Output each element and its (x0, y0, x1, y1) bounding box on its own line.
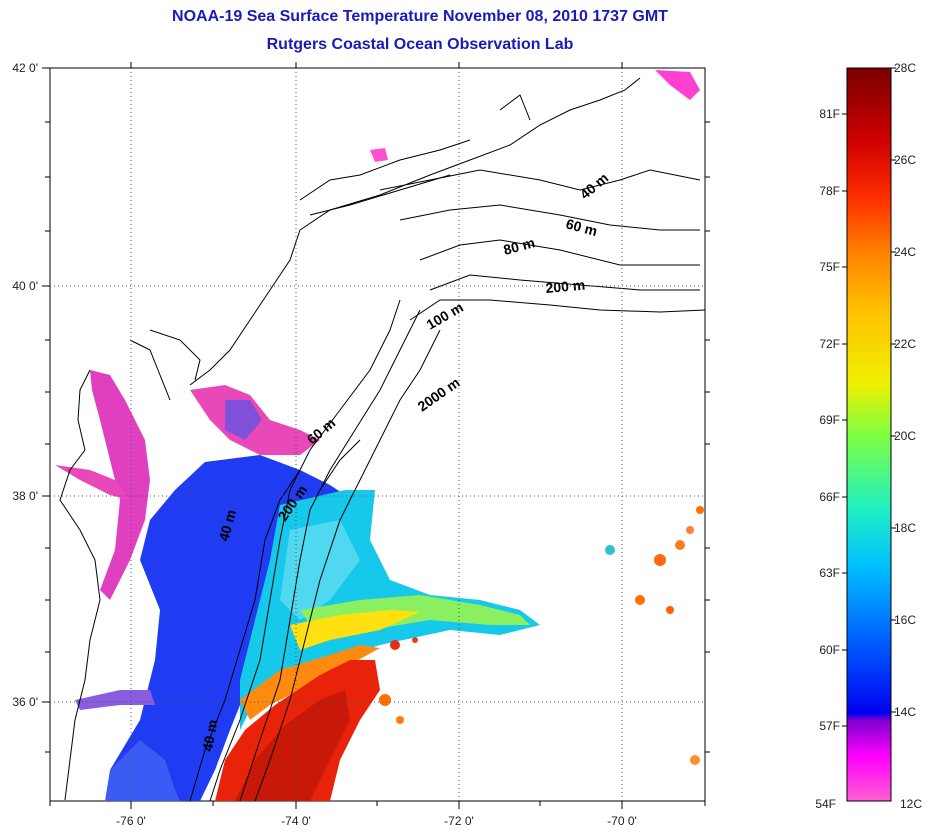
ne-magenta (655, 70, 700, 100)
sst-patch (696, 506, 704, 514)
potomac-water (55, 465, 130, 500)
pamlico-sound-water (75, 690, 155, 710)
celsius-label: 18C (894, 521, 916, 535)
fahrenheit-label: 69F (819, 413, 840, 427)
contour-label: 40 m (199, 718, 220, 752)
sst-patch (390, 640, 400, 650)
coastline (59, 77, 641, 801)
inner-bay-purple (225, 400, 262, 440)
gulf-stream-dark (235, 690, 350, 801)
lat-label: 42 0' (12, 61, 38, 75)
contour-label: 80 m (502, 234, 537, 258)
frame-ticks (42, 62, 710, 809)
lon-label: -72 0' (444, 814, 474, 828)
chesapeake-bay-water (90, 370, 150, 600)
lon-label: -70 0' (607, 814, 637, 828)
sst-patch (686, 526, 694, 534)
contour-label: 200 m (545, 277, 586, 296)
bathymetry-contours (189, 169, 706, 802)
celsius-label: 14C (894, 705, 916, 719)
sst-patch (379, 694, 391, 706)
contour-label: 60 m (564, 215, 599, 239)
celsius-label: 22C (894, 337, 916, 351)
fahrenheit-label: 66F (819, 490, 840, 504)
sst-patch (690, 755, 700, 765)
fahrenheit-label: 75F (819, 260, 840, 274)
sst-patch (675, 540, 685, 550)
coastal-blue (105, 740, 180, 801)
sst-patch (635, 595, 645, 605)
colorbar (846, 67, 892, 802)
celsius-label: 26C (894, 153, 916, 167)
sst-patch (654, 554, 666, 566)
mid-shelf-light (280, 520, 360, 620)
contour-label: 40 m (215, 508, 239, 543)
celsius-label: 12C (900, 797, 922, 811)
fahrenheit-label: 60F (819, 643, 840, 657)
fahrenheit-label: 81F (819, 107, 840, 121)
sst-patch (396, 716, 404, 724)
lon-label: -76 0' (116, 814, 146, 828)
sst-patch (666, 606, 674, 614)
fahrenheit-label: 63F (819, 566, 840, 580)
sst-patch (412, 637, 418, 643)
lon-label: -74 0' (281, 814, 311, 828)
fahrenheit-label: 78F (819, 184, 840, 198)
fahrenheit-label: 57F (819, 719, 840, 733)
sst-data (55, 70, 704, 801)
lat-label: 38 0' (12, 489, 38, 503)
celsius-label: 24C (894, 245, 916, 259)
lat-label: 36 0' (12, 695, 38, 709)
celsius-label: 16C (894, 613, 916, 627)
lat-label: 40 0' (12, 279, 38, 293)
frontal-yellow (290, 610, 420, 650)
sst-patch (605, 545, 615, 555)
map-title: NOAA-19 Sea Surface Temperature November… (172, 8, 668, 25)
map-subtitle: Rutgers Coastal Ocean Observation Lab (266, 36, 574, 53)
celsius-label: 20C (894, 429, 916, 443)
celsius-label: 28C (894, 61, 916, 75)
li-sound-magenta (370, 148, 388, 162)
colorbar-ticks (842, 67, 896, 727)
fahrenheit-label: 72F (819, 337, 840, 351)
fahrenheit-label: 54F (815, 797, 836, 811)
